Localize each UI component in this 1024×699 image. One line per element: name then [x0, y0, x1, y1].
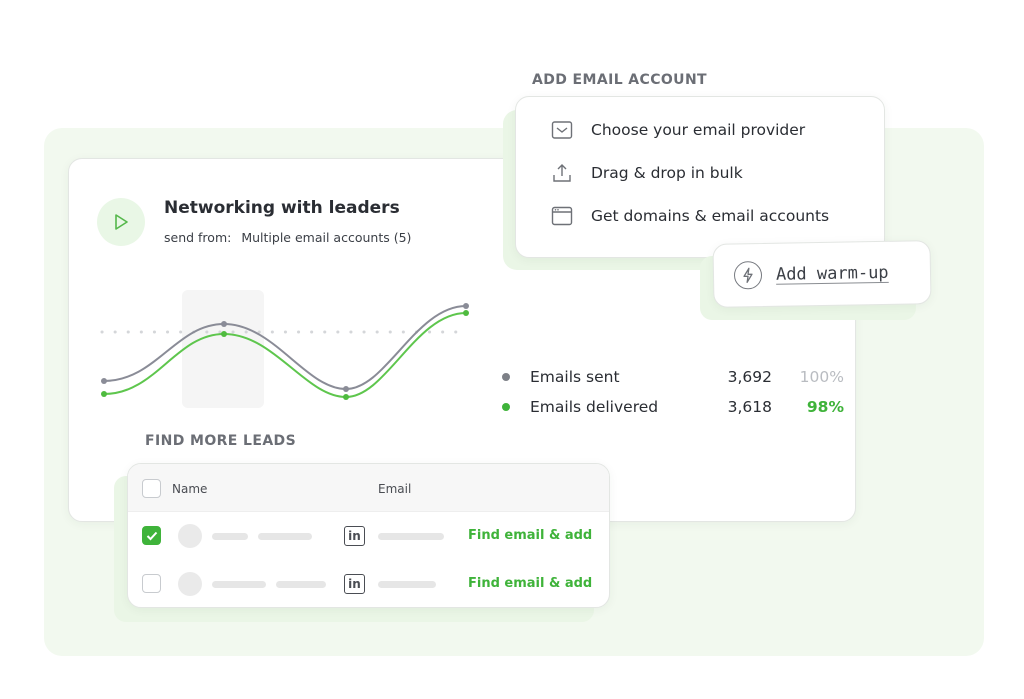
- avatar: [178, 524, 202, 548]
- name-placeholder: [212, 533, 248, 540]
- table-header: Name Email: [128, 464, 609, 512]
- chart-point-delivered: [343, 394, 349, 400]
- name-placeholder: [276, 581, 326, 588]
- chart-point-delivered: [463, 310, 469, 316]
- column-header-name: Name: [172, 482, 208, 496]
- stat-value: 3,692: [727, 368, 772, 386]
- add-warmup-button[interactable]: Add warm-up: [712, 240, 932, 308]
- email-placeholder: [378, 533, 444, 540]
- name-placeholder: [258, 533, 312, 540]
- chart-highlight-column: [182, 290, 264, 408]
- linkedin-icon[interactable]: in: [344, 526, 365, 546]
- chart-point-delivered: [101, 391, 107, 397]
- legend-dot-sent: [502, 373, 510, 381]
- send-from-label: send from:: [164, 230, 232, 245]
- stat-label: Emails sent: [530, 368, 620, 386]
- browser-window-icon: [550, 204, 574, 228]
- menu-item-label: Choose your email provider: [591, 121, 806, 139]
- stat-row-sent: Emails sent 3,692 100%: [502, 362, 844, 392]
- stat-percent: 100%: [799, 368, 844, 386]
- play-button[interactable]: [97, 198, 145, 246]
- chart-point-sent: [101, 378, 107, 384]
- add-warmup-label: Add warm-up: [775, 262, 889, 285]
- stat-row-delivered: Emails delivered 3,618 98%: [502, 392, 844, 422]
- menu-item-label: Drag & drop in bulk: [591, 164, 743, 182]
- chart-point-sent: [463, 303, 469, 309]
- check-icon: [146, 531, 157, 540]
- avatar: [178, 572, 202, 596]
- send-from-value[interactable]: Multiple email accounts (5): [241, 230, 412, 245]
- chart-point-sent: [343, 386, 349, 392]
- find-email-add-link[interactable]: Find email & add: [468, 528, 593, 543]
- chart-point-delivered: [221, 331, 227, 337]
- play-icon: [115, 214, 128, 230]
- stat-value: 3,618: [727, 398, 772, 416]
- email-placeholder: [378, 581, 436, 588]
- row-checkbox[interactable]: [142, 574, 161, 593]
- envelope-icon: [550, 118, 574, 142]
- lightning-icon: [733, 261, 763, 290]
- email-activity-chart: [100, 290, 469, 408]
- menu-item-label: Get domains & email accounts: [591, 207, 830, 225]
- upload-icon: [550, 161, 574, 185]
- linkedin-icon[interactable]: in: [344, 574, 365, 594]
- column-header-email: Email: [378, 482, 412, 496]
- chart-line-sent: [103, 305, 467, 391]
- stat-label: Emails delivered: [530, 398, 659, 416]
- add-email-account-heading: ADD EMAIL ACCOUNT: [532, 72, 708, 88]
- row-checkbox-checked[interactable]: [142, 526, 161, 545]
- stat-percent: 98%: [806, 398, 844, 416]
- campaign-title: Networking with leaders: [164, 198, 400, 218]
- add-email-account-menu: [515, 96, 885, 258]
- menu-item-choose-provider[interactable]: Choose your email provider: [550, 118, 805, 142]
- chart-point-sent: [221, 321, 227, 327]
- legend-dot-delivered: [502, 403, 510, 411]
- find-more-leads-heading: FIND MORE LEADS: [145, 433, 297, 449]
- send-from: send from: Multiple email accounts (5): [164, 230, 411, 245]
- menu-item-get-domains[interactable]: Get domains & email accounts: [550, 204, 829, 228]
- select-all-checkbox[interactable]: [142, 479, 161, 498]
- chart-line-delivered: [103, 312, 467, 399]
- stats-legend: Emails sent 3,692 100% Emails delivered …: [502, 362, 844, 422]
- menu-item-drag-drop[interactable]: Drag & drop in bulk: [550, 161, 743, 185]
- leads-table: Name Email in Find email & add in Find e…: [127, 463, 610, 608]
- find-email-add-link[interactable]: Find email & add: [468, 576, 593, 591]
- name-placeholder: [212, 581, 266, 588]
